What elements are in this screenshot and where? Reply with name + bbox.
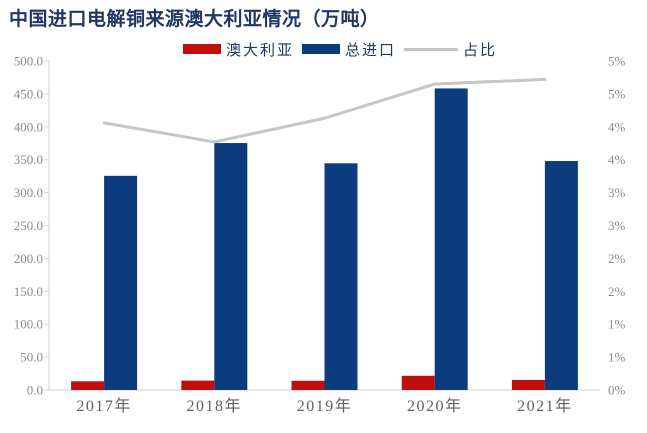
bar-total-imports-2018年 (214, 143, 248, 390)
y-axis-label: 50.0 (20, 350, 43, 365)
bar-australia-2020年 (401, 375, 435, 390)
x-axis-label: 2021年 (517, 397, 573, 415)
bar-total-imports-2021年 (544, 161, 578, 390)
right-axis-label: 5% (608, 54, 626, 69)
bar-total-imports-2019年 (324, 163, 358, 390)
right-axis-label: 5% (608, 86, 626, 101)
y-axis-label: 450.0 (14, 86, 43, 101)
right-axis-label: 2% (608, 284, 626, 299)
right-axis-label: 3% (608, 185, 626, 200)
legend-swatch-australia (183, 44, 221, 54)
right-axis-label: 1% (608, 317, 626, 332)
bar-australia-2021年 (511, 379, 545, 390)
legend: 澳大利亚 总进口 占比 (183, 40, 500, 59)
right-axis-label: 4% (608, 152, 626, 167)
x-axis-label: 2019年 (297, 397, 353, 415)
x-axis-label: 2018年 (187, 397, 243, 415)
right-axis-label: 3% (608, 218, 626, 233)
y-axis-label: 350.0 (14, 152, 43, 167)
y-axis-label: 300.0 (14, 185, 43, 200)
legend-label-total-imports: 总进口 (345, 42, 397, 59)
ratio-line (102, 77, 547, 144)
bar-australia-2018年 (181, 380, 215, 390)
y-axis-label: 500.0 (14, 54, 43, 69)
y-axis-label: 400.0 (14, 119, 43, 134)
x-axis-label: 2020年 (407, 397, 463, 415)
y-axis-label: 0.0 (27, 383, 43, 398)
legend-line-ratio (404, 47, 459, 51)
legend-swatch-total-imports (302, 44, 341, 54)
right-axis-label: 2% (608, 251, 626, 266)
x-axis-label: 2017年 (76, 397, 132, 415)
right-axis-label: 1% (608, 350, 626, 365)
bar-total-imports-2017年 (104, 175, 138, 390)
y-axis-label: 100.0 (14, 317, 43, 332)
chart-title: 中国进口电解铜来源澳大利亚情况（万吨） (9, 9, 380, 30)
bar-total-imports-2020年 (434, 88, 468, 390)
right-axis-label: 4% (608, 119, 626, 134)
bar-australia-2017年 (71, 381, 105, 390)
y-axis-label: 150.0 (14, 284, 43, 299)
legend-label-ratio: 占比 (463, 42, 498, 59)
legend-label-australia: 澳大利亚 (226, 42, 295, 59)
y-axis-label: 250.0 (14, 218, 43, 233)
y-axis-label: 200.0 (14, 251, 43, 266)
right-axis-label: 0% (608, 383, 626, 398)
bar-australia-2019年 (291, 380, 325, 390)
